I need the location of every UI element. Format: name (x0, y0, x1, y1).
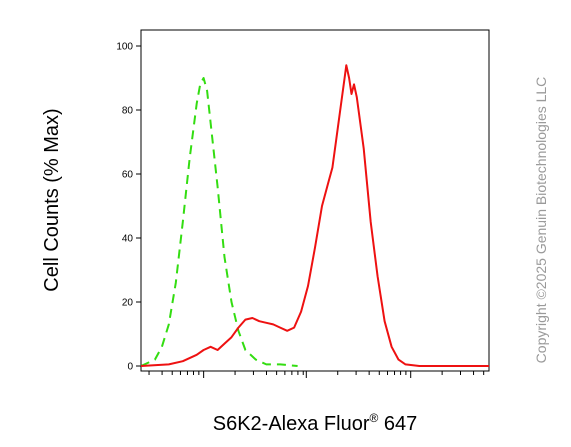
x-axis-title-main: S6K2-Alexa Fluor (213, 413, 370, 435)
y-axis-title: Cell Counts (% Max) (41, 108, 63, 291)
x-axis-ticks (148, 371, 485, 378)
y-axis: 0 20 40 60 80 100 (116, 42, 141, 373)
y-tick-label-3: 60 (122, 170, 134, 181)
copyright-watermark: Copyright ©2025 Genuin Biotechnologies L… (533, 77, 549, 364)
plot-border (140, 29, 490, 372)
y-tick-label-0: 0 (127, 362, 133, 373)
series-layer (140, 64, 489, 367)
x-axis-title-superscript: ® (369, 411, 378, 425)
x-axis-title: S6K2-Alexa Fluor® 647 (213, 411, 418, 435)
x-axis-title-suffix: 647 (378, 413, 417, 435)
series-line-0 (140, 77, 298, 367)
y-tick-label-5: 100 (116, 42, 133, 53)
y-tick-label-4: 80 (122, 106, 134, 117)
plot-frame (140, 29, 490, 372)
y-tick-label-1: 20 (122, 298, 134, 309)
y-tick-label-2: 40 (122, 234, 134, 245)
series-line-1 (140, 64, 489, 367)
